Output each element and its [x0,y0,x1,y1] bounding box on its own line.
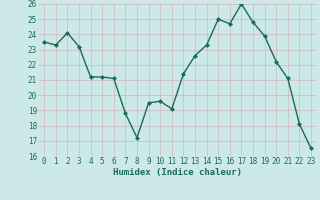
X-axis label: Humidex (Indice chaleur): Humidex (Indice chaleur) [113,168,242,177]
